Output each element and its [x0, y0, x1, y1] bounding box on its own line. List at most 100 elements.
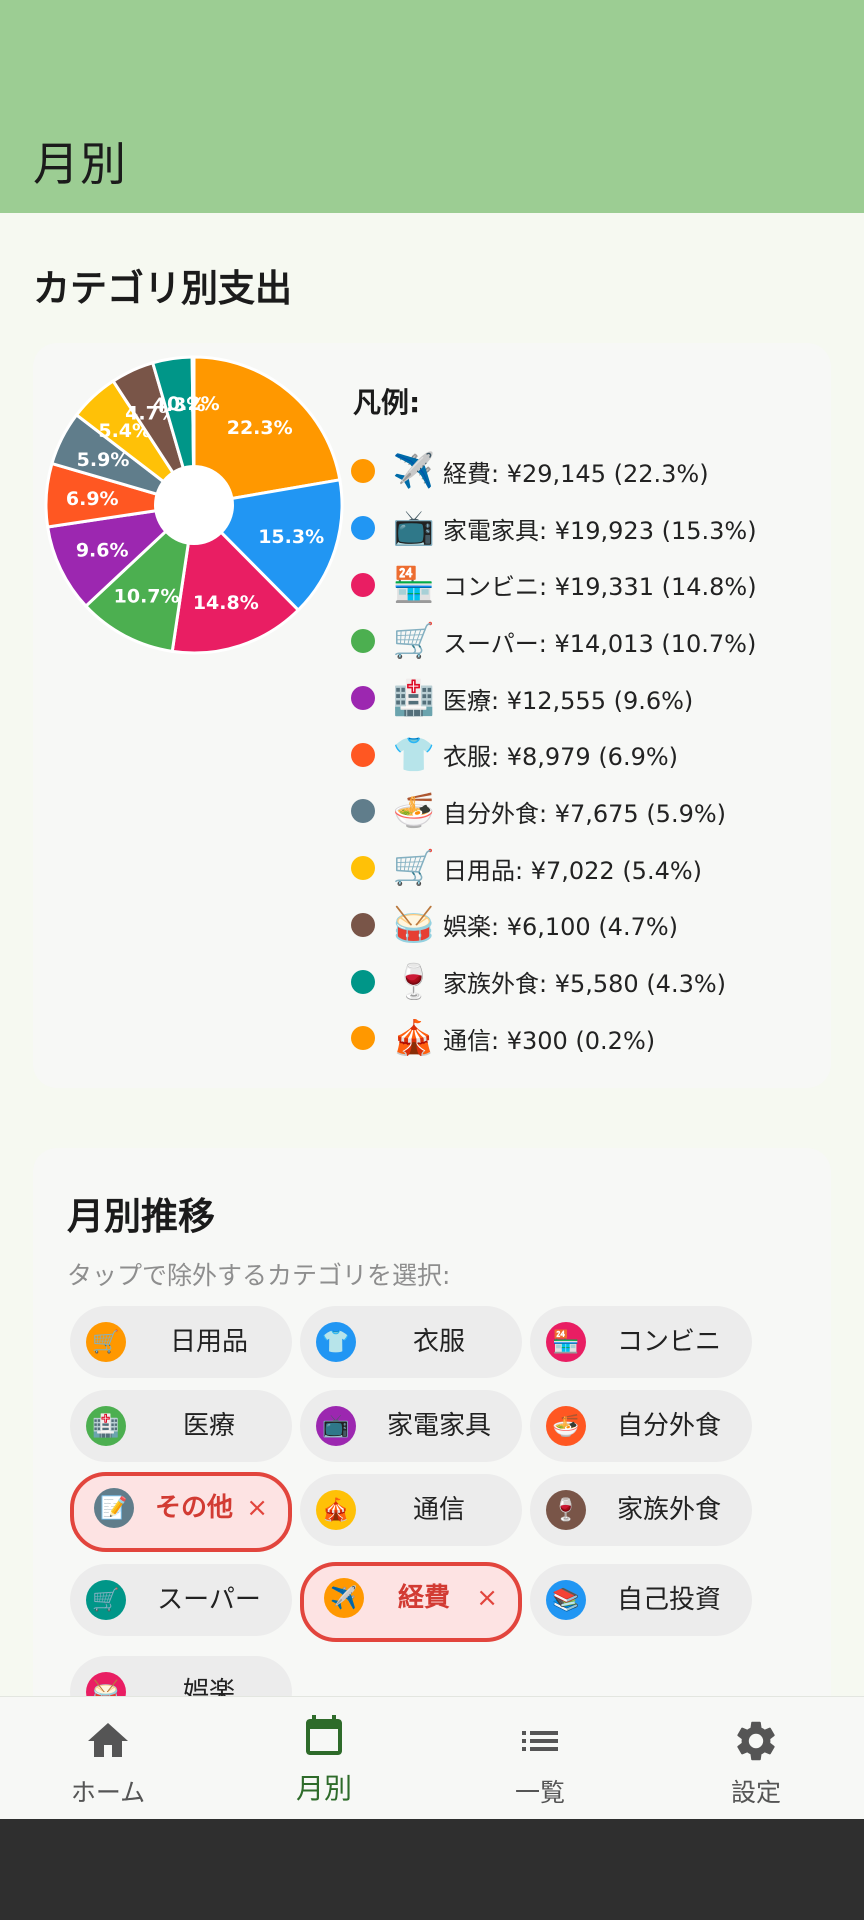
legend-color-dot [351, 459, 375, 484]
page-title: 月別 [33, 137, 127, 191]
category-chip-label: 家電家具 [386, 1411, 491, 1441]
category-chip-icon: 🍷 [546, 1490, 586, 1530]
gear-icon [737, 1721, 775, 1761]
nav-settings[interactable]: 設定 [648, 1697, 864, 1820]
legend-item: 🍜 自分外食: ¥7,675 (5.9%) [351, 783, 821, 840]
category-chip[interactable]: 🎪 通信 [300, 1474, 522, 1546]
category-section-title: カテゴリ別支出 [33, 267, 292, 310]
category-chip-label: 自己投資 [616, 1585, 721, 1615]
legend-item: 🍷 家族外食: ¥5,580 (4.3%) [351, 953, 821, 1010]
legend-color-dot [351, 742, 375, 767]
nav-home[interactable]: ホーム [0, 1697, 216, 1820]
category-chip-icon: ✈️ [324, 1578, 364, 1618]
remove-chip-icon[interactable]: × [246, 1493, 268, 1523]
legend-item: 🏪 コンビニ: ¥19,331 (14.8%) [351, 556, 821, 613]
legend-color-dot [351, 1026, 375, 1051]
nav-home-label: ホーム [70, 1778, 146, 1807]
category-chip-icon: 🛒 [86, 1580, 126, 1620]
category-icon: 📺 [392, 508, 436, 549]
pie-slice-label-5: 6.9% [66, 488, 119, 510]
pie-slice-label-6: 5.9% [77, 449, 130, 471]
category-chip-label: 衣服 [412, 1327, 465, 1357]
legend-label: 娯楽: ¥6,100 (4.7%) [443, 913, 679, 942]
category-icon: 🛒 [392, 848, 436, 889]
list-icon [522, 1731, 558, 1751]
category-icon: 🥁 [392, 904, 436, 945]
category-icon: ✈️ [392, 451, 436, 492]
category-chip[interactable]: 🏥 医療 [70, 1390, 292, 1462]
category-icon: 🛒 [392, 621, 436, 662]
category-icon: 🏥 [392, 678, 436, 719]
legend-item: 🏥 医療: ¥12,555 (9.6%) [351, 670, 821, 727]
pie-slice-3 [83, 500, 197, 654]
pie-slice-label-1: 15.3% [258, 526, 324, 548]
category-chip[interactable]: 🏪 コンビニ [530, 1306, 752, 1378]
category-chip[interactable]: 🛒 スーパー [70, 1564, 292, 1636]
category-chip[interactable]: 📺 家電家具 [300, 1390, 522, 1462]
legend-color-dot [351, 969, 375, 994]
category-chip-label: 通信 [412, 1495, 465, 1525]
legend-color-dot [351, 629, 375, 654]
pie-slice-label-0: 22.3% [227, 417, 293, 439]
category-icon: 🍷 [392, 961, 436, 1002]
legend-label: 日用品: ¥7,022 (5.4%) [443, 856, 703, 885]
category-chip[interactable]: 🍜 自分外食 [530, 1390, 752, 1462]
pie-slice-label-10: 0.2% [167, 393, 220, 415]
legend-item: 👕 衣服: ¥8,979 (6.9%) [351, 726, 821, 783]
nav-list[interactable]: 一覧 [432, 1697, 648, 1820]
app-bar: 月別 [0, 0, 864, 213]
category-chip-icon: 🛒 [86, 1322, 126, 1362]
category-icon: 👕 [392, 734, 436, 775]
pie-slice-label-2: 14.8% [193, 592, 259, 614]
legend-title: 凡例: [353, 386, 421, 419]
legend-color-dot [351, 572, 375, 597]
nav-list-label: 一覧 [514, 1778, 565, 1807]
legend-color-dot [351, 686, 375, 711]
category-chip-label: スーパー [157, 1585, 261, 1615]
pie-slice-4 [45, 502, 199, 609]
category-chip-icon: 🍜 [546, 1406, 586, 1446]
category-chip[interactable]: 📝 その他 × [70, 1472, 292, 1552]
monthly-trend-card: 月別推移 タップで除外するカテゴリを選択: 🛒 日用品 👕 衣服 🏪 コンビニ 🏥 医療 📺 家電… [33, 1148, 831, 1748]
legend-list: ✈️ 経費: ¥29,145 (22.3%) 📺 家電家具: ¥19,923 (15.… [351, 443, 821, 1067]
legend-color-dot [351, 856, 375, 881]
legend-item: ✈️ 経費: ¥29,145 (22.3%) [351, 443, 821, 500]
legend-item: 🥁 娯楽: ¥6,100 (4.7%) [351, 897, 821, 954]
pie-slice-label-4: 9.6% [76, 539, 129, 561]
legend-label: 自分外食: ¥7,675 (5.9%) [443, 799, 727, 828]
legend-label: スーパー: ¥14,013 (10.7%) [443, 629, 757, 658]
legend-color-dot [351, 799, 375, 824]
legend-item: 📺 家電家具: ¥19,923 (15.3%) [351, 500, 821, 557]
category-chip[interactable]: 📚 自己投資 [530, 1564, 752, 1636]
pie-chart: 22.3%15.3%14.8%10.7%9.6%6.9%5.9%5.4%4.7%… [44, 355, 344, 655]
category-icon: 🍜 [392, 791, 436, 832]
pie-center-hole [154, 465, 234, 545]
bottom-navigation: ホーム 月別 一覧 設定 [0, 1696, 864, 1820]
category-chip[interactable]: 👕 衣服 [300, 1306, 522, 1378]
category-chip[interactable]: 🛒 日用品 [70, 1306, 292, 1378]
legend-label: 家族外食: ¥5,580 (4.3%) [443, 970, 727, 999]
category-chip-icon: 📺 [316, 1406, 356, 1446]
category-chip-icon: 🎪 [316, 1490, 356, 1530]
nav-monthly-label: 月別 [295, 1772, 352, 1805]
calendar-icon [306, 1715, 342, 1755]
trend-section-title: 月別推移 [67, 1195, 215, 1238]
legend-label: 医療: ¥12,555 (9.6%) [443, 686, 694, 715]
category-chip-icon: 📝 [94, 1488, 134, 1528]
pie-slice-label-7: 5.4% [98, 420, 151, 442]
category-chip-label: コンビニ [616, 1327, 721, 1357]
legend-label: 家電家具: ¥19,923 (15.3%) [443, 516, 757, 545]
legend-label: 通信: ¥300 (0.2%) [443, 1026, 656, 1055]
category-chip[interactable]: 🍷 家族外食 [530, 1474, 752, 1546]
category-chip[interactable]: ✈️ 経費 × [300, 1562, 522, 1642]
legend-color-dot [351, 516, 375, 541]
category-chip-label: 経費 [397, 1583, 450, 1613]
category-icon: 🏪 [392, 564, 436, 605]
pie-slice-0 [192, 355, 342, 507]
trend-hint: タップで除外するカテゴリを選択: [67, 1261, 451, 1290]
nav-monthly[interactable]: 月別 [216, 1697, 432, 1820]
remove-chip-icon[interactable]: × [476, 1583, 498, 1613]
system-navigation-bar [0, 1819, 864, 1920]
category-chip-label: 家族外食 [616, 1495, 721, 1525]
legend-item: 🎪 通信: ¥300 (0.2%) [351, 1010, 821, 1067]
